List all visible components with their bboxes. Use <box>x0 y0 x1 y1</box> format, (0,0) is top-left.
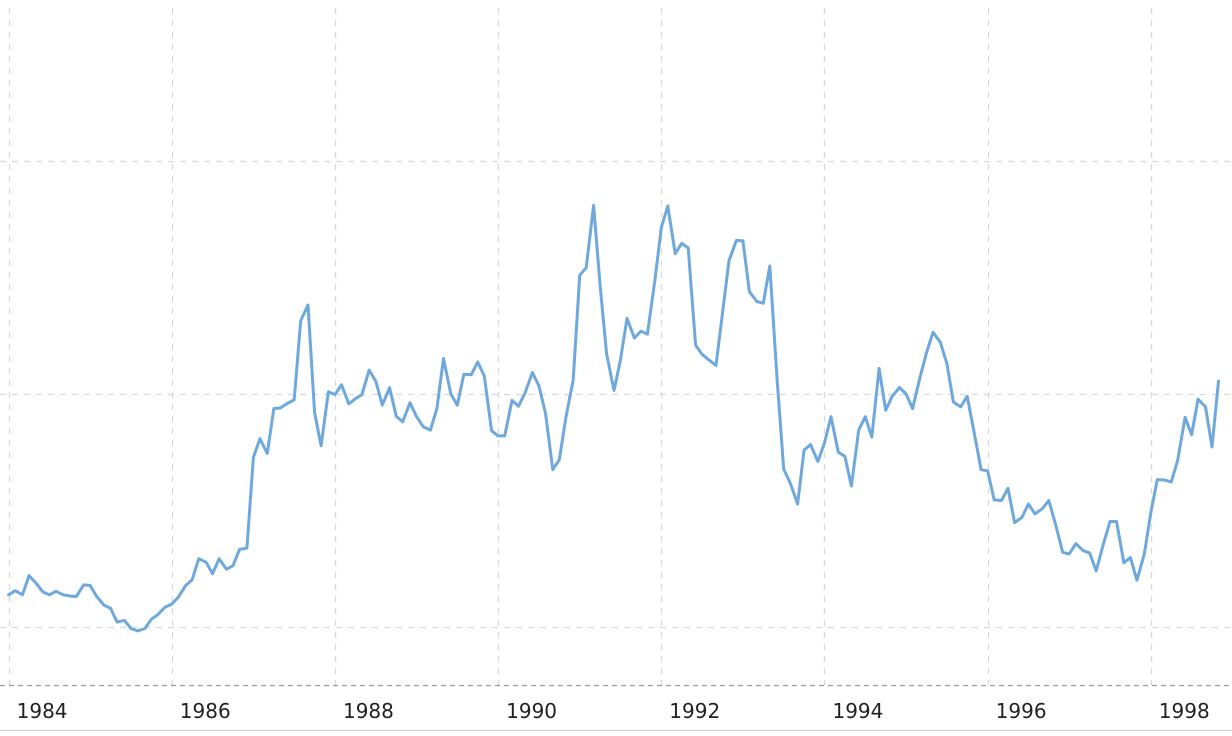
x-tick-labels: 1984 1986 1988 1990 1992 1994 1996 1998 <box>17 699 1210 723</box>
x-tick-label-1990: 1990 <box>506 699 557 723</box>
x-tick-label-1988: 1988 <box>343 699 394 723</box>
x-tick-label-1996: 1996 <box>996 699 1047 723</box>
x-tick-label-1994: 1994 <box>832 699 883 723</box>
series-line-0 <box>7 203 1220 633</box>
x-tick-label-1986: 1986 <box>180 699 231 723</box>
x-tick-label-1998: 1998 <box>1159 699 1210 723</box>
x-tick-label-1984: 1984 <box>17 699 68 723</box>
x-axis <box>0 684 1232 731</box>
series-layer <box>7 203 1220 633</box>
grid-lines <box>0 8 1232 685</box>
x-tick-label-1992: 1992 <box>669 699 720 723</box>
